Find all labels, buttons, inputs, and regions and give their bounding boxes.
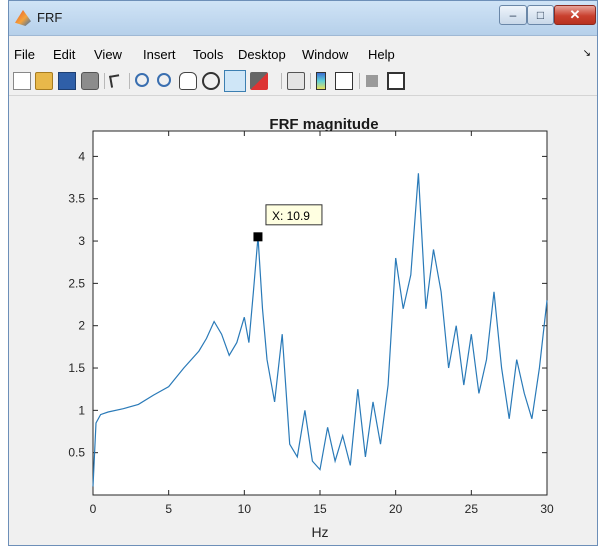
zoom-in-icon[interactable] bbox=[135, 73, 149, 87]
title-bar[interactable]: FRF – □ ✕ bbox=[9, 1, 597, 36]
print-icon[interactable] bbox=[81, 72, 99, 90]
y-tick-label: 3.5 bbox=[68, 192, 85, 206]
y-tick-label: 3 bbox=[78, 234, 85, 248]
toolbar-separator bbox=[104, 73, 105, 89]
menu-bar: File Edit View Insert Tools Desktop Wind… bbox=[9, 43, 597, 65]
x-tick-label: 30 bbox=[540, 502, 554, 516]
matlab-icon bbox=[15, 10, 31, 26]
show-plot-tools-icon[interactable] bbox=[387, 72, 405, 90]
y-tick-label: 2.5 bbox=[68, 276, 85, 290]
legend-icon[interactable] bbox=[335, 72, 353, 90]
y-tick-label: 1 bbox=[78, 403, 85, 417]
menu-file[interactable]: File bbox=[14, 47, 35, 62]
datatip-box[interactable]: X: 10.9 bbox=[265, 204, 323, 226]
save-icon[interactable] bbox=[58, 72, 76, 90]
toolbar-separator bbox=[281, 73, 282, 89]
y-tick-label: 2 bbox=[78, 319, 85, 333]
new-figure-icon[interactable] bbox=[13, 72, 31, 90]
link-plot-icon[interactable] bbox=[287, 72, 305, 90]
hide-plot-tools-icon[interactable] bbox=[366, 75, 378, 87]
plot-area: FRF magnitude 0.5 1 1.5 2 2.5 3 3.5 4 0 5 10 15 20 2… bbox=[9, 97, 598, 546]
menu-overflow-icon[interactable]: ↘ bbox=[582, 48, 591, 59]
x-tick-label: 15 bbox=[313, 502, 327, 516]
zoom-out-icon[interactable] bbox=[157, 73, 171, 87]
x-tick-label: 10 bbox=[238, 502, 252, 516]
colorbar-icon[interactable] bbox=[316, 72, 326, 90]
x-tick-label: 5 bbox=[165, 502, 172, 516]
menu-desktop[interactable]: Desktop bbox=[238, 47, 286, 62]
toolbar-separator bbox=[129, 73, 130, 89]
datatip-marker[interactable] bbox=[253, 232, 263, 242]
x-tick-label: 0 bbox=[90, 502, 97, 516]
datatip-label: X: 10.9 bbox=[272, 209, 310, 223]
select-arrow-icon[interactable] bbox=[109, 74, 121, 88]
frf-plot[interactable]: FRF magnitude 0.5 1 1.5 2 2.5 3 3.5 4 0 5 10 15 20 2… bbox=[9, 97, 598, 546]
y-tick-label: 4 bbox=[78, 149, 85, 163]
y-tick-label: 0.5 bbox=[68, 446, 85, 460]
menu-edit[interactable]: Edit bbox=[53, 47, 76, 62]
data-cursor-icon[interactable] bbox=[224, 70, 246, 92]
minimize-button[interactable]: – bbox=[499, 5, 527, 25]
maximize-button[interactable]: □ bbox=[527, 5, 554, 25]
toolbar-separator bbox=[310, 73, 311, 89]
menu-view[interactable]: View bbox=[94, 47, 122, 62]
rotate-3d-icon[interactable] bbox=[202, 72, 220, 90]
menu-window[interactable]: Window bbox=[302, 47, 349, 62]
figure-toolbar bbox=[9, 67, 597, 96]
x-tick-label: 20 bbox=[389, 502, 403, 516]
x-tick-label: 25 bbox=[465, 502, 479, 516]
menu-insert[interactable]: Insert bbox=[143, 47, 176, 62]
pan-icon[interactable] bbox=[179, 72, 197, 90]
close-button[interactable]: ✕ bbox=[554, 5, 596, 25]
brush-icon[interactable] bbox=[250, 72, 268, 90]
menu-help[interactable]: Help bbox=[368, 47, 395, 62]
open-file-icon[interactable] bbox=[35, 72, 53, 90]
window-title: FRF bbox=[37, 10, 63, 25]
plot-axes bbox=[92, 130, 548, 496]
toolbar-separator bbox=[359, 73, 360, 89]
frf-series-line bbox=[92, 173, 548, 487]
x-axis-label: Hz bbox=[311, 524, 328, 540]
chart-title: FRF magnitude bbox=[269, 116, 378, 133]
y-tick-label: 1.5 bbox=[68, 361, 85, 375]
menu-tools[interactable]: Tools bbox=[193, 47, 224, 62]
figure-window: FRF – □ ✕ File Edit View Insert Tools De… bbox=[8, 0, 598, 546]
